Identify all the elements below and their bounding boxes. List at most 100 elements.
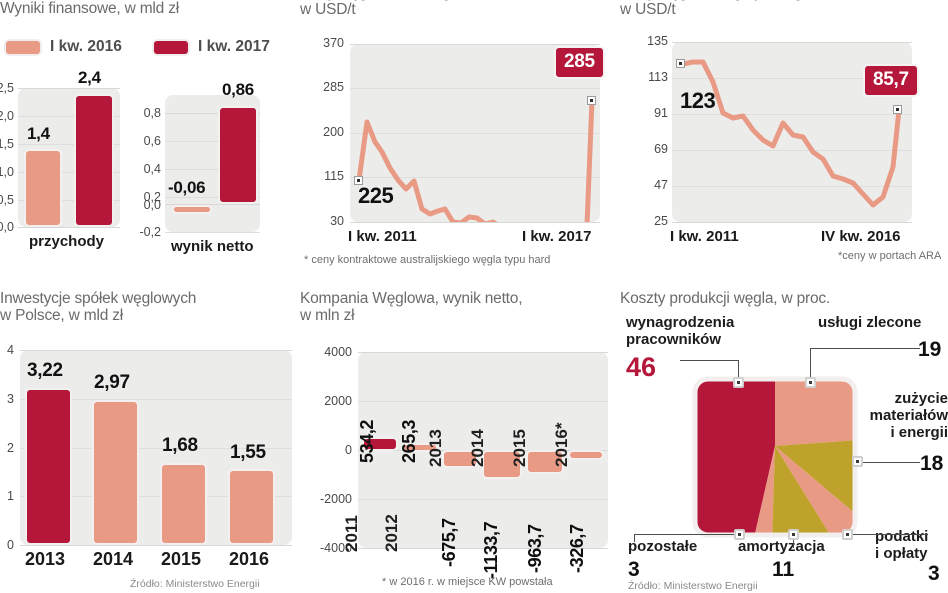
pie-value-wages: 46 (626, 352, 657, 382)
panel1-ytick: 2,5 (0, 81, 14, 95)
bar-przychody-2016 (24, 149, 62, 227)
panel2-title: Ceny węgla koksowego na świecie*, w USD/… (300, 0, 543, 18)
category-label-wynik: wynik netto (171, 238, 254, 255)
panel-kompania-weglowa: Kompania Węglowa, wynik netto, w mln zł … (300, 290, 615, 593)
xtick-invest-2014: 2014 (93, 549, 134, 569)
panel4-ytick: 0 (7, 538, 14, 552)
panel1b-ytick: 0,6 (143, 134, 161, 148)
gridline (358, 548, 608, 549)
panel2-start-point (355, 177, 362, 184)
category-label-przychody: przychody (29, 233, 105, 250)
panel1-ytick: 1,0 (0, 165, 14, 179)
bar-kw-2012 (402, 443, 438, 452)
leader-line-depreciation (793, 534, 794, 548)
leader-line-other (634, 534, 740, 535)
pie-label-depreciation: amortyzacja (738, 538, 825, 555)
gridline (20, 399, 292, 400)
gridline (350, 44, 600, 45)
bar-label-przychody-2016: 1,4 (27, 124, 50, 143)
bar-wynik-2016 (172, 205, 212, 214)
pie-handle-other[interactable] (734, 529, 745, 540)
bar-label-wynik-2017: 0,86 (222, 80, 254, 99)
panel2-footnote: * ceny kontraktowe australijskiego węgla… (304, 254, 551, 266)
panel2-ytick: 285 (323, 80, 344, 94)
panel2-end-point (588, 97, 595, 104)
xtick-kw-2013: 2013 (426, 429, 445, 467)
panel5-title: Kompania Węglowa, wynik netto, w mln zł (300, 290, 523, 324)
pie-value-materials: 18 (920, 452, 944, 475)
bar-przychody-2017 (74, 94, 114, 227)
panel3-ytick: 25 (654, 214, 668, 228)
panel3-ytick: 113 (648, 70, 668, 84)
panel6-title: Koszty produkcji węgla, w proc. (620, 290, 831, 307)
leader-line-materials (858, 462, 920, 463)
gridline (18, 200, 120, 201)
gridline (672, 114, 912, 115)
panel3-end-point (894, 106, 901, 113)
pie-label-services: usługi zlecone (818, 314, 922, 331)
panel2-ytick: 30 (330, 214, 344, 228)
panel3-xtick-end: IV kw. 2016 (821, 228, 901, 245)
pie-handle-materials[interactable] (852, 456, 863, 467)
panel4-ytick: 1 (7, 489, 14, 503)
gridline (165, 141, 260, 142)
panel5-ytick: 0 (345, 443, 352, 457)
bar-label-invest-2016: 1,55 (230, 442, 266, 463)
panel-production-costs: Koszty produkcji węgla, w proc. wynagrod… (620, 290, 948, 593)
gridline (165, 113, 260, 114)
bar-kw-2013 (442, 450, 478, 468)
gridline (672, 42, 912, 43)
panel1-ytick: 1,5 (0, 137, 14, 151)
gridline (18, 116, 120, 117)
pie-handle-services[interactable] (805, 377, 816, 388)
bar-label-kw-2011: 534,2 (357, 419, 377, 463)
panel3-ytick: 47 (654, 178, 668, 192)
gridline (350, 222, 600, 223)
pie-label-wages: wynagrodzenia pracowników (626, 314, 735, 348)
gridline (20, 545, 292, 546)
panel2-xtick-start: I kw. 2011 (348, 228, 417, 245)
legend-swatch-2016 (4, 39, 42, 56)
leader-line-taxes (848, 534, 928, 535)
leader-line-wages-h (680, 360, 739, 361)
leader-line-wages (738, 360, 739, 378)
xtick-invest-2015: 2015 (161, 549, 202, 569)
gridline (18, 88, 120, 89)
pie-label-materials: zużycie materiałów i energii (869, 390, 948, 441)
panel2-start-value: 225 (358, 183, 394, 208)
bar-label-kw-2014: -1133,7 (481, 521, 501, 579)
bar-label-invest-2013: 3,22 (27, 360, 63, 381)
panel2-ytick: 115 (324, 169, 344, 183)
panel3-ytick: 69 (654, 142, 668, 156)
panel4-ytick: 4 (7, 343, 14, 357)
leader-line-services-h (810, 348, 920, 349)
pie-value-other: 3 (628, 558, 640, 581)
pie-handle-taxes[interactable] (842, 529, 853, 540)
panel-financial-results: Wyniki finansowe, w mld zł I kw. 2016 I … (0, 0, 295, 270)
gridline-zero (165, 204, 260, 205)
panel4-title: Inwestycje spółek węglowych w Polsce, w … (0, 290, 197, 324)
panel2-ytick: 200 (323, 125, 344, 139)
panel4-source: Źródło: Ministerstwo Energii (130, 578, 260, 590)
panel-coking-coal-price: Ceny węgla koksowego na świecie*, w USD/… (300, 0, 615, 274)
xtick-kw-2014: 2014 (468, 429, 487, 467)
gridline (350, 177, 600, 178)
panel-investments: Inwestycje spółek węglowych w Polsce, w … (0, 290, 295, 593)
bar-invest-2013 (25, 388, 72, 545)
gridline (350, 88, 600, 89)
panel1b-ytick: 0,2 (143, 190, 161, 204)
legend-label-2016: I kw. 2016 (50, 38, 122, 55)
bar-label-przychody-2017: 2,4 (78, 68, 101, 87)
pie-handle-wages[interactable] (733, 377, 744, 388)
gridline (165, 232, 260, 233)
panel3-footnote: *ceny w portach ARA (838, 250, 942, 262)
panel5-ytick: 2000 (324, 394, 352, 408)
gridline (20, 496, 292, 497)
gridline (18, 227, 120, 228)
panel3-line-series (672, 42, 912, 222)
bar-invest-2014 (92, 400, 139, 545)
panel1b-ytick: -0,2 (139, 225, 161, 239)
bar-label-kw-2013: -675,7 (439, 518, 459, 567)
pie-handle-depreciation[interactable] (788, 529, 799, 540)
